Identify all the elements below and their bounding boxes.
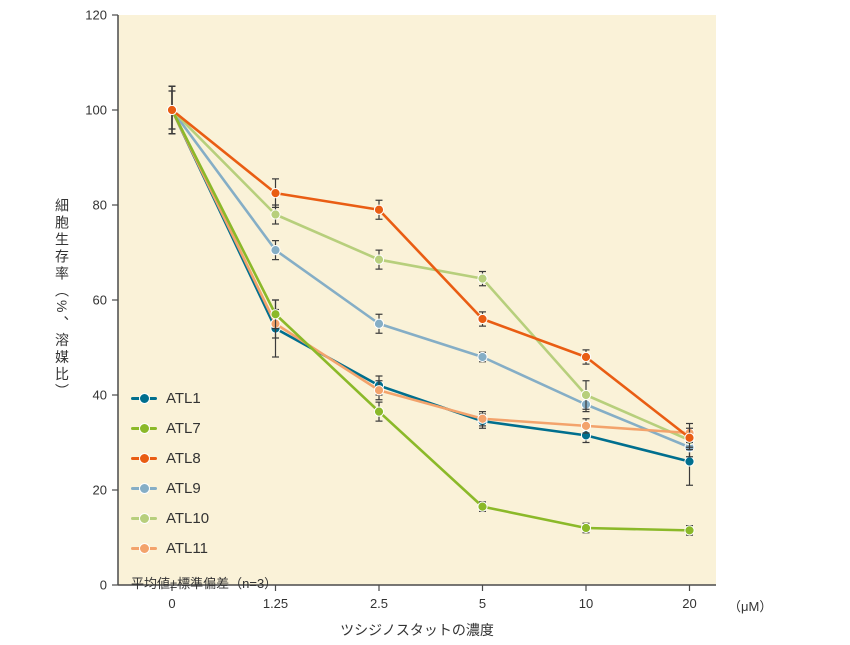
legend-marker-atl1 [131,392,157,404]
legend-note: 平均値±標準偏差（n=3） [131,576,278,591]
data-point-atl1 [684,456,695,467]
y-tick-label: 20 [93,483,107,498]
x-tick-label: 10 [579,596,593,611]
series-line-atl9 [170,108,691,449]
data-point-atl8 [477,313,488,325]
data-point-atl7 [373,406,385,417]
legend-marker-atl11 [131,542,157,554]
x-tick-label: 1.25 [263,596,288,611]
data-point-atl8 [684,432,695,443]
legend-item-atl1: ATL1 [131,383,277,413]
data-point-atl8 [166,104,178,116]
data-point-atl8 [270,188,281,199]
data-point-atl10 [477,273,488,284]
y-axis-title: 細胞生存率（%、溶媒比） [54,198,70,401]
data-point-atl11 [580,420,592,431]
legend-marker-atl7 [131,422,157,434]
data-point-atl7 [580,522,592,534]
data-point-atl10 [373,254,385,265]
x-tick-label: 5 [479,596,486,611]
y-tick-label: 60 [93,293,107,308]
x-axis-unit-label: （μM） [728,599,773,614]
legend-marker-atl8 [131,452,157,464]
data-point-atl9 [477,351,488,363]
data-point-atl9 [270,245,281,256]
legend-label: ATL1 [166,389,201,407]
legend-marker-atl9 [131,482,157,494]
series-line-atl11 [170,108,691,435]
plot-area [118,15,716,585]
series-line-atl8 [170,108,691,440]
data-point-atl8 [580,351,592,363]
legend-item-atl10: ATL10 [131,503,277,533]
legend-label: ATL11 [166,539,208,557]
x-tick-label: 0 [168,596,175,611]
x-tick-label: 20 [682,596,696,611]
legend-label: ATL7 [166,419,201,437]
data-point-atl7 [477,501,488,512]
x-tick-label: 2.5 [370,596,388,611]
series-line-atl10 [170,108,691,442]
legend-item-atl8: ATL8 [131,443,277,473]
x-axis-title: ツシジノスタットの濃度 [340,622,494,638]
y-tick-label: 100 [85,103,107,118]
y-tick-label: 0 [100,578,107,593]
legend-item-atl9: ATL9 [131,473,277,503]
legend-label: ATL9 [166,479,201,497]
legend: ATL1 ATL7 ATL8 ATL9 ATL10 ATL11 平均値±標準偏差… [131,383,277,592]
y-tick-label: 120 [85,8,107,23]
legend-item-atl11: ATL11 [131,533,277,563]
data-point-atl7 [684,525,695,536]
series-line-atl7 [170,108,691,532]
data-point-atl8 [373,204,385,215]
legend-label: ATL10 [166,509,210,527]
y-tick-label: 40 [93,388,107,403]
data-point-atl7 [270,309,281,320]
legend-item-atl7: ATL7 [131,413,277,443]
legend-marker-atl10 [131,512,157,524]
data-point-atl11 [373,385,385,396]
data-point-atl11 [477,413,488,424]
data-point-atl10 [580,389,592,401]
y-tick-label: 80 [93,198,107,213]
legend-label: ATL8 [166,449,201,467]
data-point-atl10 [270,209,281,220]
data-point-atl9 [373,318,385,329]
